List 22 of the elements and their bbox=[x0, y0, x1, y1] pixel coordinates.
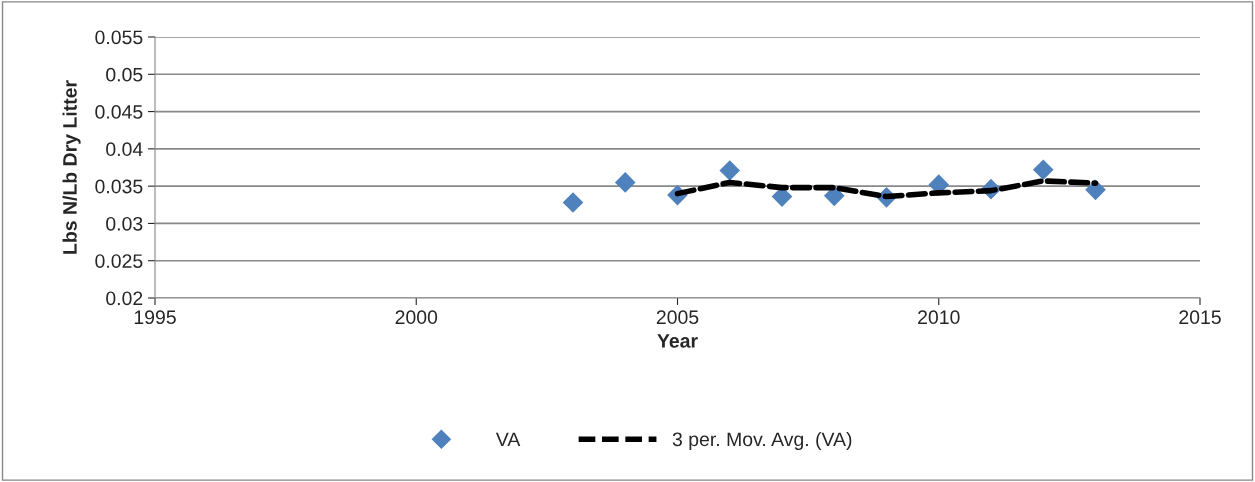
x-tick-label: 2010 bbox=[918, 310, 960, 325]
legend-label: VA bbox=[495, 432, 521, 447]
point bbox=[614, 172, 636, 193]
x-tick-label: 2015 bbox=[1179, 310, 1221, 325]
y-tick-label: 0.03 bbox=[106, 216, 143, 231]
y-tick-label: 0.055 bbox=[95, 30, 143, 45]
y-axis-title: Lbs N/Lb Dry Litter bbox=[62, 80, 81, 254]
y-tick-label: 0.02 bbox=[106, 291, 143, 306]
x-tick-label: 1995 bbox=[134, 310, 176, 325]
y-tick-label: 0.035 bbox=[95, 179, 143, 194]
x-tick-label: 2000 bbox=[395, 310, 438, 325]
x-axis-title: Year bbox=[657, 334, 698, 348]
point bbox=[562, 192, 584, 213]
point bbox=[1032, 159, 1054, 181]
point bbox=[823, 185, 845, 207]
y-tick-label: 0.025 bbox=[95, 254, 143, 268]
y-tick-label: 0.045 bbox=[95, 105, 143, 119]
legend-label: 3 per. Mov. Avg. (VA) bbox=[672, 431, 852, 451]
x-tick-label: 2005 bbox=[656, 310, 699, 325]
y-tick-label: 0.05 bbox=[106, 67, 143, 82]
y-tick-label: 0.04 bbox=[106, 142, 143, 157]
point bbox=[719, 160, 741, 181]
